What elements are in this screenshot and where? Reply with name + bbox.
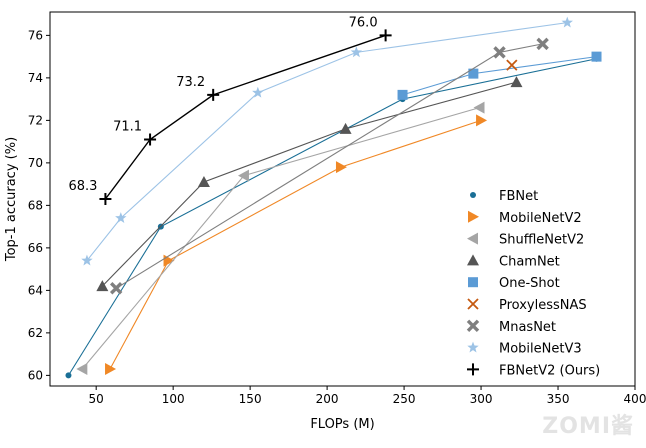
x-tick-label: 50: [89, 392, 104, 406]
data-point: [197, 176, 210, 187]
data-point: [335, 161, 347, 174]
data-point: [339, 122, 352, 134]
data-point: [561, 16, 573, 28]
data-point: [237, 169, 249, 182]
legend-marker: [467, 232, 478, 245]
legend-item: ChamNet: [467, 254, 560, 269]
x-tick-label: 200: [316, 392, 339, 406]
legend-marker: [466, 319, 480, 333]
series-shufflenetv2: [76, 101, 485, 375]
legend-item: One-Shot: [468, 276, 560, 291]
data-point: [536, 37, 549, 51]
legend-item: MobileNetV3: [467, 341, 582, 357]
legend-label: FBNetV2 (Ours): [499, 363, 600, 378]
x-tick-label: 150: [239, 392, 262, 406]
legend-item: ShuffleNetV2: [467, 232, 584, 248]
series-chamnet: [96, 76, 523, 292]
legend-marker: [467, 298, 479, 310]
data-point: [468, 68, 479, 79]
legend: FBNet MobileNetV2 ShuffleNetV2 ChamNet One-S…: [466, 189, 600, 378]
x-tick-label: 250: [393, 392, 416, 406]
data-label: 76.0: [349, 15, 378, 30]
legend-marker: [468, 277, 478, 288]
legend-label: MobileNetV2: [499, 211, 582, 226]
y-tick-label: 64: [28, 283, 43, 297]
legend-marker: [468, 210, 479, 223]
data-point: [493, 46, 506, 59]
legend-item: MobileNetV2: [468, 210, 582, 226]
legend-marker: [467, 363, 479, 376]
series-line: [101, 81, 517, 287]
data-label: 71.1: [113, 120, 142, 135]
series-one-shot: [397, 51, 602, 100]
legend-marker: [467, 341, 479, 353]
data-point: [115, 212, 127, 223]
data-label: 68.3: [68, 179, 97, 194]
x-tick-label: 300: [470, 392, 493, 406]
data-point: [506, 59, 518, 71]
legend-label: One-Shot: [499, 276, 560, 291]
series-line: [109, 119, 482, 370]
legend-item: MnasNet: [466, 319, 556, 335]
series-line: [81, 107, 480, 370]
data-point: [379, 29, 392, 42]
data-point: [252, 86, 264, 98]
data-point: [510, 76, 523, 88]
series-line: [68, 58, 597, 376]
y-tick-label: 74: [28, 71, 43, 85]
data-point: [99, 193, 112, 205]
y-tick-label: 72: [28, 113, 43, 127]
axes: 50 100 150 200 250 300 350 400 60 62 64 66 68 70 72 74 7…: [28, 28, 646, 406]
legend-label: MobileNetV3: [499, 342, 582, 357]
x-tick-label: 350: [547, 392, 570, 406]
data-point: [207, 88, 220, 101]
series-mobilenetv2: [105, 114, 488, 375]
y-tick-label: 68: [28, 198, 43, 212]
data-point: [65, 372, 72, 379]
data-point: [96, 280, 109, 292]
legend-marker: [467, 254, 479, 266]
y-tick-label: 70: [28, 156, 43, 170]
data-point: [476, 114, 488, 127]
legend-label: ShuffleNetV2: [499, 233, 584, 248]
data-label: 73.2: [176, 75, 205, 90]
legend-item: ProxylessNAS: [467, 298, 587, 313]
data-point: [397, 89, 408, 100]
data-point: [591, 51, 602, 62]
legend-label: ChamNet: [499, 254, 560, 269]
plot-area: 68.3 71.1 73.2 76.0: [65, 15, 602, 379]
data-point: [350, 46, 363, 58]
y-tick-label: 60: [28, 368, 43, 382]
legend-item: FBNet: [470, 189, 538, 204]
legend-label: FBNet: [499, 189, 538, 204]
series-line: [104, 34, 386, 200]
x-tick-label: 400: [624, 392, 646, 406]
watermark: ZOMI酱: [542, 413, 634, 439]
x-axis-label: FLOPs (M): [310, 417, 374, 432]
data-point: [76, 363, 88, 375]
series-fbnetv2-ours: [99, 29, 392, 205]
y-axis-label: Top-1 accuracy (%): [4, 137, 19, 262]
data-point: [109, 282, 123, 295]
x-tick-label: 100: [162, 392, 185, 406]
plot-frame: [49, 11, 636, 387]
y-tick-label: 66: [28, 241, 43, 255]
annotations: 68.3 71.1 73.2 76.0: [68, 15, 377, 194]
series-mobilenetv3: [81, 16, 573, 266]
legend-item: FBNetV2 (Ours): [467, 363, 600, 378]
data-point: [473, 101, 485, 114]
series-mnasnet: [109, 37, 549, 295]
legend-label: MnasNet: [499, 320, 556, 335]
data-point: [81, 254, 93, 266]
y-tick-label: 62: [28, 326, 43, 340]
series-proxylessnas: [506, 59, 518, 71]
legend-marker: [470, 192, 476, 198]
data-point: [144, 133, 157, 146]
series-line: [402, 56, 597, 96]
legend-label: ProxylessNAS: [499, 298, 587, 313]
data-point: [105, 363, 117, 375]
y-tick-label: 76: [28, 28, 43, 42]
